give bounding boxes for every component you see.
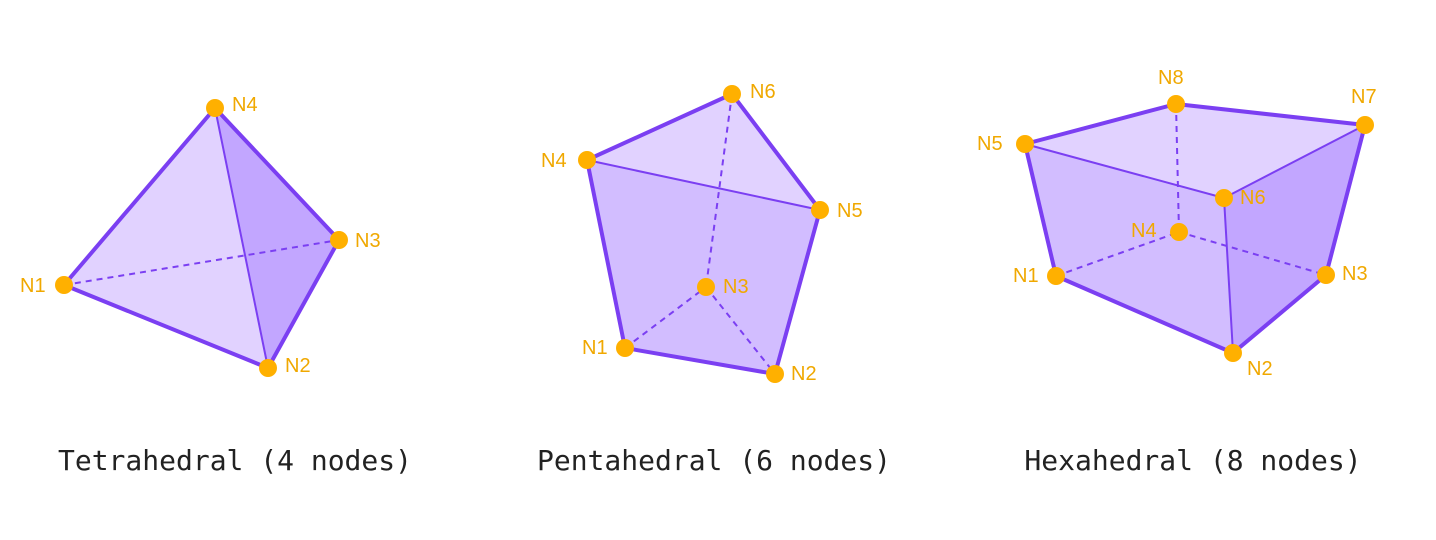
penta-node-n3 xyxy=(697,278,715,296)
hexa-node-n5 xyxy=(1016,135,1034,153)
penta-label-n6: N6 xyxy=(750,81,776,103)
hexa-node-n6 xyxy=(1215,189,1233,207)
hexa-label-n7: N7 xyxy=(1351,86,1377,108)
tet-label-n3: N3 xyxy=(355,230,381,252)
tet-node-n1 xyxy=(55,276,73,294)
tet-label-n4: N4 xyxy=(232,94,258,116)
penta-node-n2 xyxy=(766,365,784,383)
pentahedral-element: N1 N2 N3 N4 N5 N6 Pentahedral (6 nodes) xyxy=(537,81,891,477)
tet-node-n2 xyxy=(259,359,277,377)
penta-node-n5 xyxy=(811,201,829,219)
hexa-label-n3: N3 xyxy=(1342,263,1368,285)
tet-caption: Tetrahedral (4 nodes) xyxy=(58,444,412,477)
penta-node-n1 xyxy=(616,339,634,357)
tet-label-n1: N1 xyxy=(20,275,46,297)
hexa-label-n2: N2 xyxy=(1247,358,1273,380)
tet-node-n3 xyxy=(330,231,348,249)
hexa-node-n7 xyxy=(1356,116,1374,134)
hexa-node-n1 xyxy=(1047,267,1065,285)
hexa-caption: Hexahedral (8 nodes) xyxy=(1024,444,1361,477)
hexa-node-n4 xyxy=(1170,223,1188,241)
hexa-label-n1: N1 xyxy=(1013,265,1039,287)
hexa-node-n3 xyxy=(1317,266,1335,284)
hexa-node-n2 xyxy=(1224,344,1242,362)
hexa-label-n8: N8 xyxy=(1158,67,1184,89)
penta-node-n4 xyxy=(578,151,596,169)
penta-label-n3: N3 xyxy=(723,276,749,298)
penta-label-n5: N5 xyxy=(837,200,863,222)
hexa-node-n8 xyxy=(1167,95,1185,113)
penta-label-n2: N2 xyxy=(791,363,817,385)
hexa-label-n4: N4 xyxy=(1131,220,1157,242)
penta-label-n1: N1 xyxy=(582,337,608,359)
penta-node-n6 xyxy=(723,85,741,103)
tet-node-n4 xyxy=(206,99,224,117)
hexahedral-element: N1 N2 N3 N4 N5 N6 N7 N8 Hexahedral (8 no… xyxy=(977,67,1377,477)
hexa-label-n5: N5 xyxy=(977,133,1003,155)
tetrahedral-element: N1 N2 N3 N4 Tetrahedral (4 nodes) xyxy=(20,94,412,477)
penta-caption: Pentahedral (6 nodes) xyxy=(537,444,891,477)
penta-label-n4: N4 xyxy=(541,150,567,172)
tet-label-n2: N2 xyxy=(285,355,311,377)
hexa-label-n6: N6 xyxy=(1240,187,1266,209)
